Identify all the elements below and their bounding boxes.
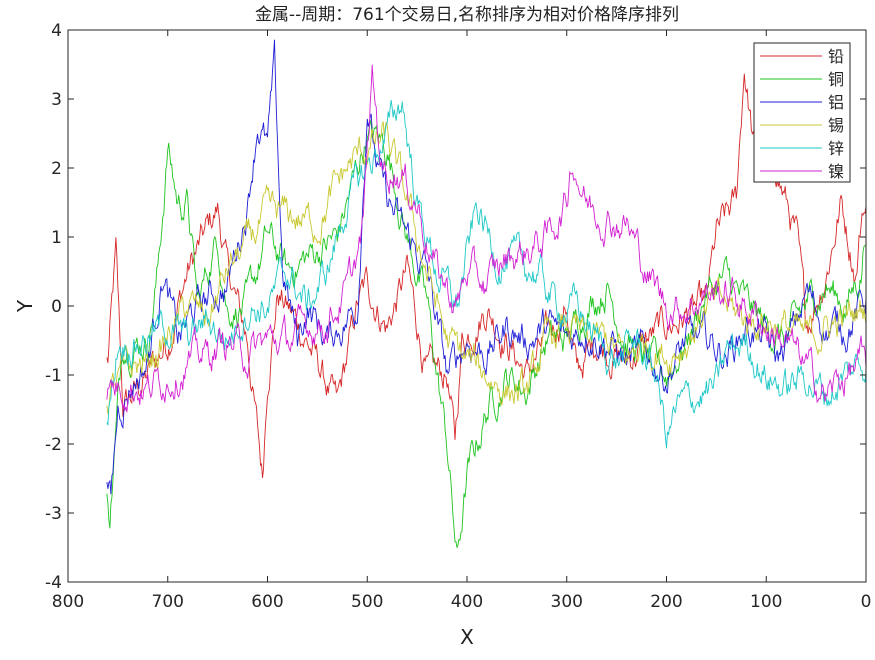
series-line-3 <box>106 121 867 415</box>
x-tick-label: 300 <box>551 592 583 612</box>
x-tick-label: 500 <box>351 592 383 612</box>
y-tick-label: -4 <box>45 573 62 593</box>
y-tick-label: 2 <box>51 159 62 179</box>
series-line-4 <box>106 99 867 449</box>
legend-label: 铜 <box>828 70 844 89</box>
axis-ticks: 800 700 600 500 400 300 200 100 0 4 3 2 1 0 -1 -2 -3 -4 <box>45 21 871 612</box>
legend-label: 镍 <box>828 162 844 181</box>
y-tick-label: -2 <box>45 435 62 455</box>
series-layer <box>106 39 867 548</box>
y-tick-label: -3 <box>45 504 62 524</box>
x-tick-label: 700 <box>152 592 184 612</box>
plot-frame <box>67 29 867 583</box>
legend-label: 锌 <box>828 139 844 158</box>
y-tick-label: 3 <box>51 90 62 110</box>
x-tick-label: 200 <box>650 592 682 612</box>
series-line-0 <box>106 73 867 479</box>
x-axis-label: X <box>460 625 474 649</box>
y-tick-label: -1 <box>45 366 62 386</box>
chart-title: 金属--周期：761个交易日,名称排序为相对价格降序排列 <box>255 5 679 25</box>
x-tick-label: 100 <box>750 592 782 612</box>
y-tick-label: 4 <box>51 21 62 41</box>
series-line-1 <box>106 119 867 548</box>
y-tick-label: 0 <box>51 297 62 317</box>
x-tick-label: 0 <box>861 592 872 612</box>
x-tick-label: 600 <box>251 592 283 612</box>
series-line-5 <box>106 64 867 413</box>
x-tick-label: 400 <box>451 592 483 612</box>
series-line-2 <box>106 39 867 495</box>
legend-box <box>753 42 851 183</box>
y-axis-label: Y <box>13 299 37 313</box>
y-tick-label: 1 <box>51 228 62 248</box>
x-tick-label: 800 <box>52 592 84 612</box>
legend-label: 锡 <box>828 116 844 135</box>
legend-label: 铝 <box>828 93 844 112</box>
legend-label: 铅 <box>828 47 844 66</box>
